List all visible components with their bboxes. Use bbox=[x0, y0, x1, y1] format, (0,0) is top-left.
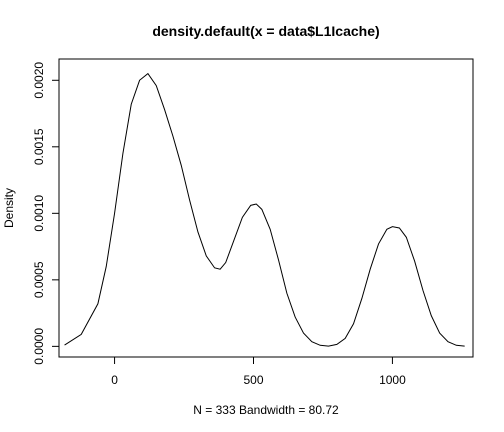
x-tick-label: 500 bbox=[243, 373, 263, 387]
plot-frame bbox=[59, 59, 473, 357]
x-tick-label: 0 bbox=[111, 373, 118, 387]
density-curve bbox=[65, 74, 465, 347]
y-tick-label: 0.0020 bbox=[32, 62, 46, 99]
x-axis-label: N = 333 Bandwidth = 80.72 bbox=[193, 403, 339, 417]
y-tick-label: 0.0000 bbox=[32, 328, 46, 365]
chart-title: density.default(x = data$L1Icache) bbox=[152, 23, 379, 39]
y-tick-label: 0.0015 bbox=[32, 128, 46, 165]
x-axis: 0 500 1000 bbox=[111, 357, 406, 387]
y-tick-label: 0.0010 bbox=[32, 195, 46, 232]
y-axis-label: Density bbox=[2, 188, 16, 228]
y-axis: 0.0000 0.0005 0.0010 0.0015 0.0020 bbox=[32, 62, 59, 365]
x-tick-label: 1000 bbox=[379, 373, 406, 387]
y-tick-label: 0.0005 bbox=[32, 261, 46, 298]
